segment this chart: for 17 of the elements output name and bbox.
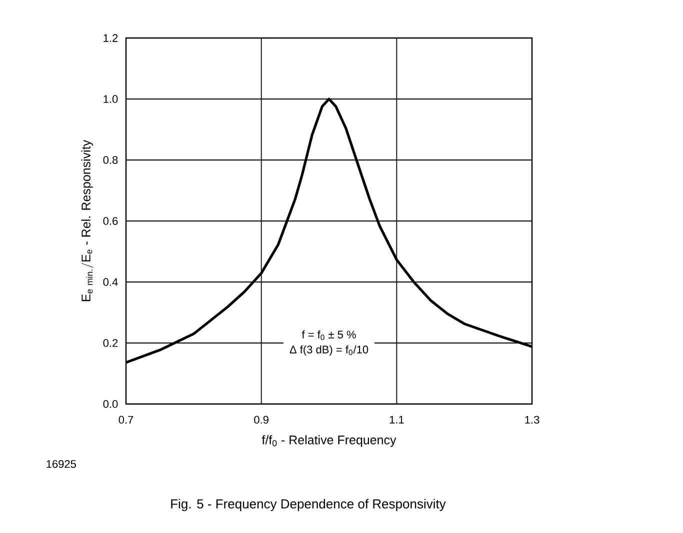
y-tick-label: 0.2 bbox=[103, 339, 118, 347]
annotation: Δ f(3 dB) = f$_{0}$/10 bbox=[290, 345, 368, 356]
y-tick-label: 0.0 bbox=[103, 400, 118, 408]
text: Fig. 5 - Frequency Dependence of Responsivity bbox=[171, 498, 446, 512]
text: 16925 bbox=[46, 460, 76, 468]
y-tick-label: 0.8 bbox=[103, 156, 118, 164]
x-tick-label: 0.7 bbox=[118, 416, 134, 424]
y-tick-label: 0.4 bbox=[103, 278, 118, 286]
x-axis-title: f/f$_{0}$ - Relative Frequency bbox=[262, 435, 396, 447]
y-tick-label: 1.0 bbox=[104, 95, 118, 103]
x-tick-label: 1.3 bbox=[525, 416, 540, 424]
y-axis-title: $\mathrm{E}_{\mathrm{e\ min.}}/\mathrm{E}_{\mathrm{e}}\mbox{ - Rel. Responsivity}$ bbox=[81, 140, 94, 302]
annotation: f = f$_{0}$ ± 5 % bbox=[302, 330, 356, 340]
x-tick-label: 1.1 bbox=[390, 416, 404, 424]
x-tick-label: 0.9 bbox=[254, 416, 268, 424]
y-tick-label: 1.2 bbox=[104, 34, 118, 42]
y-tick-label: 0.6 bbox=[103, 217, 118, 225]
